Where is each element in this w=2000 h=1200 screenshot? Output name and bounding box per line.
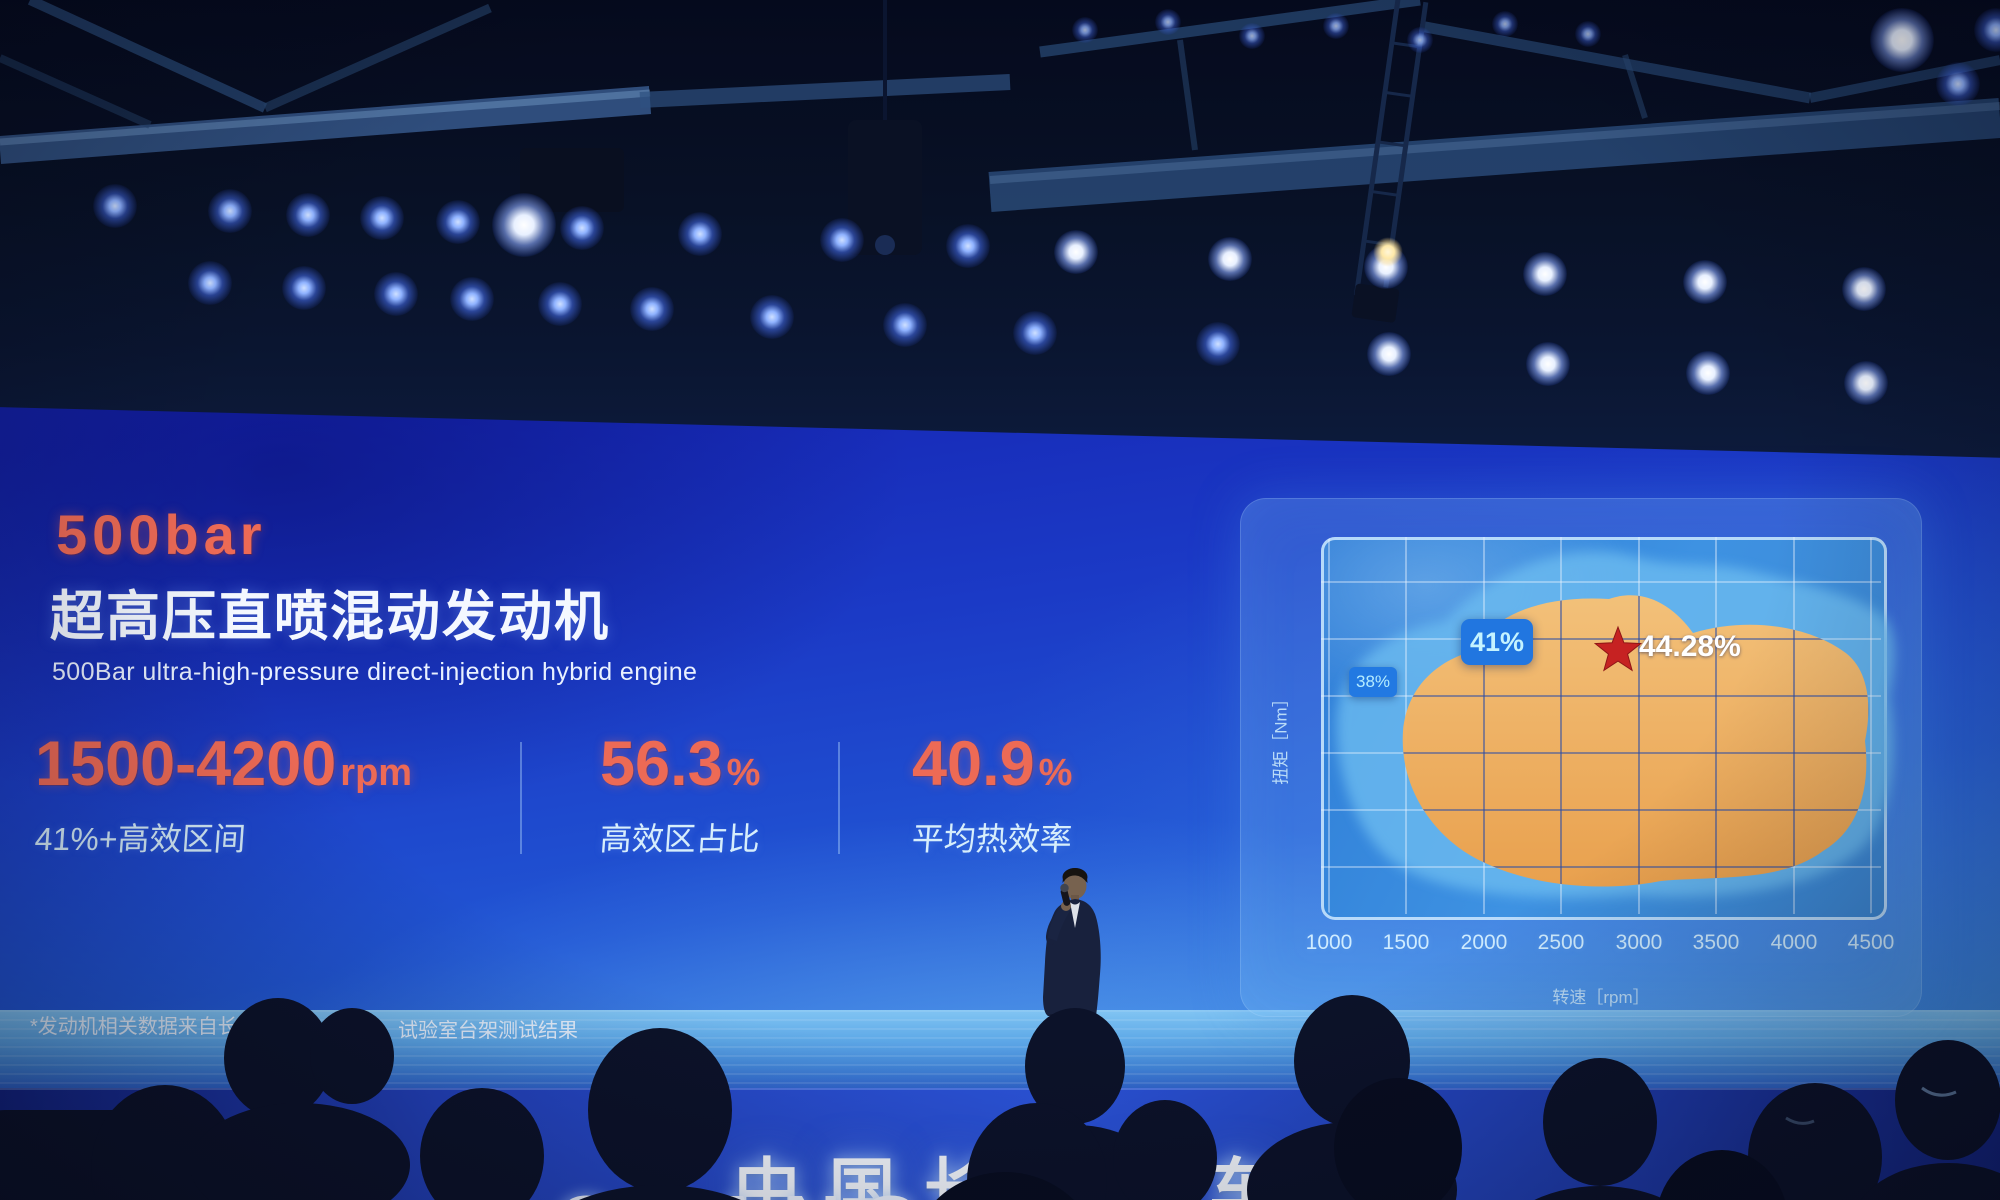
spotlight [883, 303, 927, 347]
footnote-prefix: *发动机相关数据来自长安 [30, 1016, 258, 1038]
spotlight [282, 266, 326, 310]
spotlight [1492, 11, 1518, 37]
truss-structure [0, 0, 2000, 323]
stat-share-label: 高效区占比 [598, 821, 762, 857]
x-tick: 2500 [1537, 931, 1585, 954]
stat-share-unit: % [726, 752, 761, 794]
stat-rpm-range: 1500-4200 rpm 41%+高效区间 [33, 728, 413, 860]
presenter-face [1063, 873, 1087, 899]
x-tick: 4000 [1770, 931, 1818, 954]
spotlight [450, 277, 494, 321]
stat-avg-label: 平均热效率 [910, 821, 1074, 857]
spotlight [208, 189, 252, 233]
glasses-glint [1785, 1116, 1815, 1125]
slide-headline: 500bar [56, 503, 267, 566]
x-tick: 2000 [1460, 931, 1508, 954]
peak-value-label: 44.28% [1639, 630, 1741, 663]
spotlight [1323, 13, 1349, 39]
stat-avg-unit: % [1038, 752, 1073, 794]
x-tick: 1500 [1382, 931, 1430, 954]
spotlight [1683, 260, 1727, 304]
spotlight [1526, 342, 1570, 386]
spotlight [1844, 361, 1888, 405]
spotlight [1407, 27, 1433, 53]
slide-title-en: 500Bar ultra-high-pressure direct-inject… [52, 658, 698, 686]
stat-rpm-value: 1500-4200 [35, 729, 337, 799]
efficiency-map-chart [1321, 537, 1895, 914]
moving-head-light [848, 120, 922, 255]
spotlight [1870, 8, 1934, 72]
presenter-shirt [1070, 902, 1080, 928]
y-axis-label: 扭矩［Nm］ [1271, 690, 1291, 785]
spotlight [1936, 62, 1980, 106]
x-tick: 3000 [1615, 931, 1663, 954]
stat-rpm-label: 41%+高效区间 [33, 821, 247, 857]
spotlight [1054, 230, 1098, 274]
spotlight [1842, 267, 1886, 311]
spotlight [1523, 252, 1567, 296]
glasses-glint [1921, 1086, 1957, 1097]
region-label-41: 41% [1461, 619, 1533, 665]
region-label-38: 38% [1349, 667, 1397, 697]
efficiency-map-panel: 38% 41% 44.28% 1000 1500 2000 2500 3000 … [1240, 498, 1922, 1017]
spotlight [286, 193, 330, 237]
spotlight [946, 224, 990, 268]
stat-avg-efficiency: 40.9% 平均热效率 [910, 728, 1074, 860]
ceiling-rig [0, 0, 2000, 458]
efficiency-region-41 [1402, 595, 1869, 887]
rig-fixture [520, 148, 624, 212]
audience-silhouettes [0, 995, 2000, 1200]
spotlight [1155, 9, 1181, 35]
peak-star-icon [1593, 625, 1643, 672]
spotlight [750, 295, 794, 339]
spotlight [538, 282, 582, 326]
spotlight [1196, 322, 1240, 366]
spotlight [188, 261, 232, 305]
spotlight [1575, 21, 1601, 47]
spotlight [93, 184, 137, 228]
stat-avg-value: 40.9 [912, 729, 1035, 799]
spotlight [560, 206, 604, 250]
spotlight [1367, 332, 1411, 376]
rig-fixture [1351, 283, 1400, 323]
x-tick: 1000 [1305, 931, 1353, 954]
spotlight [1072, 17, 1098, 43]
microphone-icon [1060, 888, 1071, 906]
spotlight [1208, 237, 1252, 281]
x-tick: 3500 [1692, 931, 1740, 954]
spotlight [1013, 311, 1057, 355]
stat-divider [838, 742, 840, 854]
spotlight [678, 212, 722, 256]
spotlight [360, 196, 404, 240]
spotlight [374, 272, 418, 316]
spotlight [436, 200, 480, 244]
stat-rpm-unit: rpm [340, 752, 413, 794]
spotlight [1686, 351, 1730, 395]
spotlight [492, 193, 556, 257]
spotlight [1239, 23, 1265, 49]
stat-high-eff-share: 56.3% 高效区占比 [598, 728, 762, 860]
x-tick: 4500 [1847, 931, 1895, 954]
stat-share-value: 56.3 [600, 729, 723, 799]
x-axis-label: 转速［rpm］ [1552, 988, 1650, 1007]
spotlight [630, 287, 674, 331]
footnote-suffix: 试验室台架测试结果 [398, 1020, 578, 1042]
stat-divider [520, 742, 522, 854]
spotlight [820, 218, 864, 262]
slide-title-zh: 超高压直喷混动发动机 [50, 587, 610, 647]
spotlight-warm [1373, 237, 1403, 267]
